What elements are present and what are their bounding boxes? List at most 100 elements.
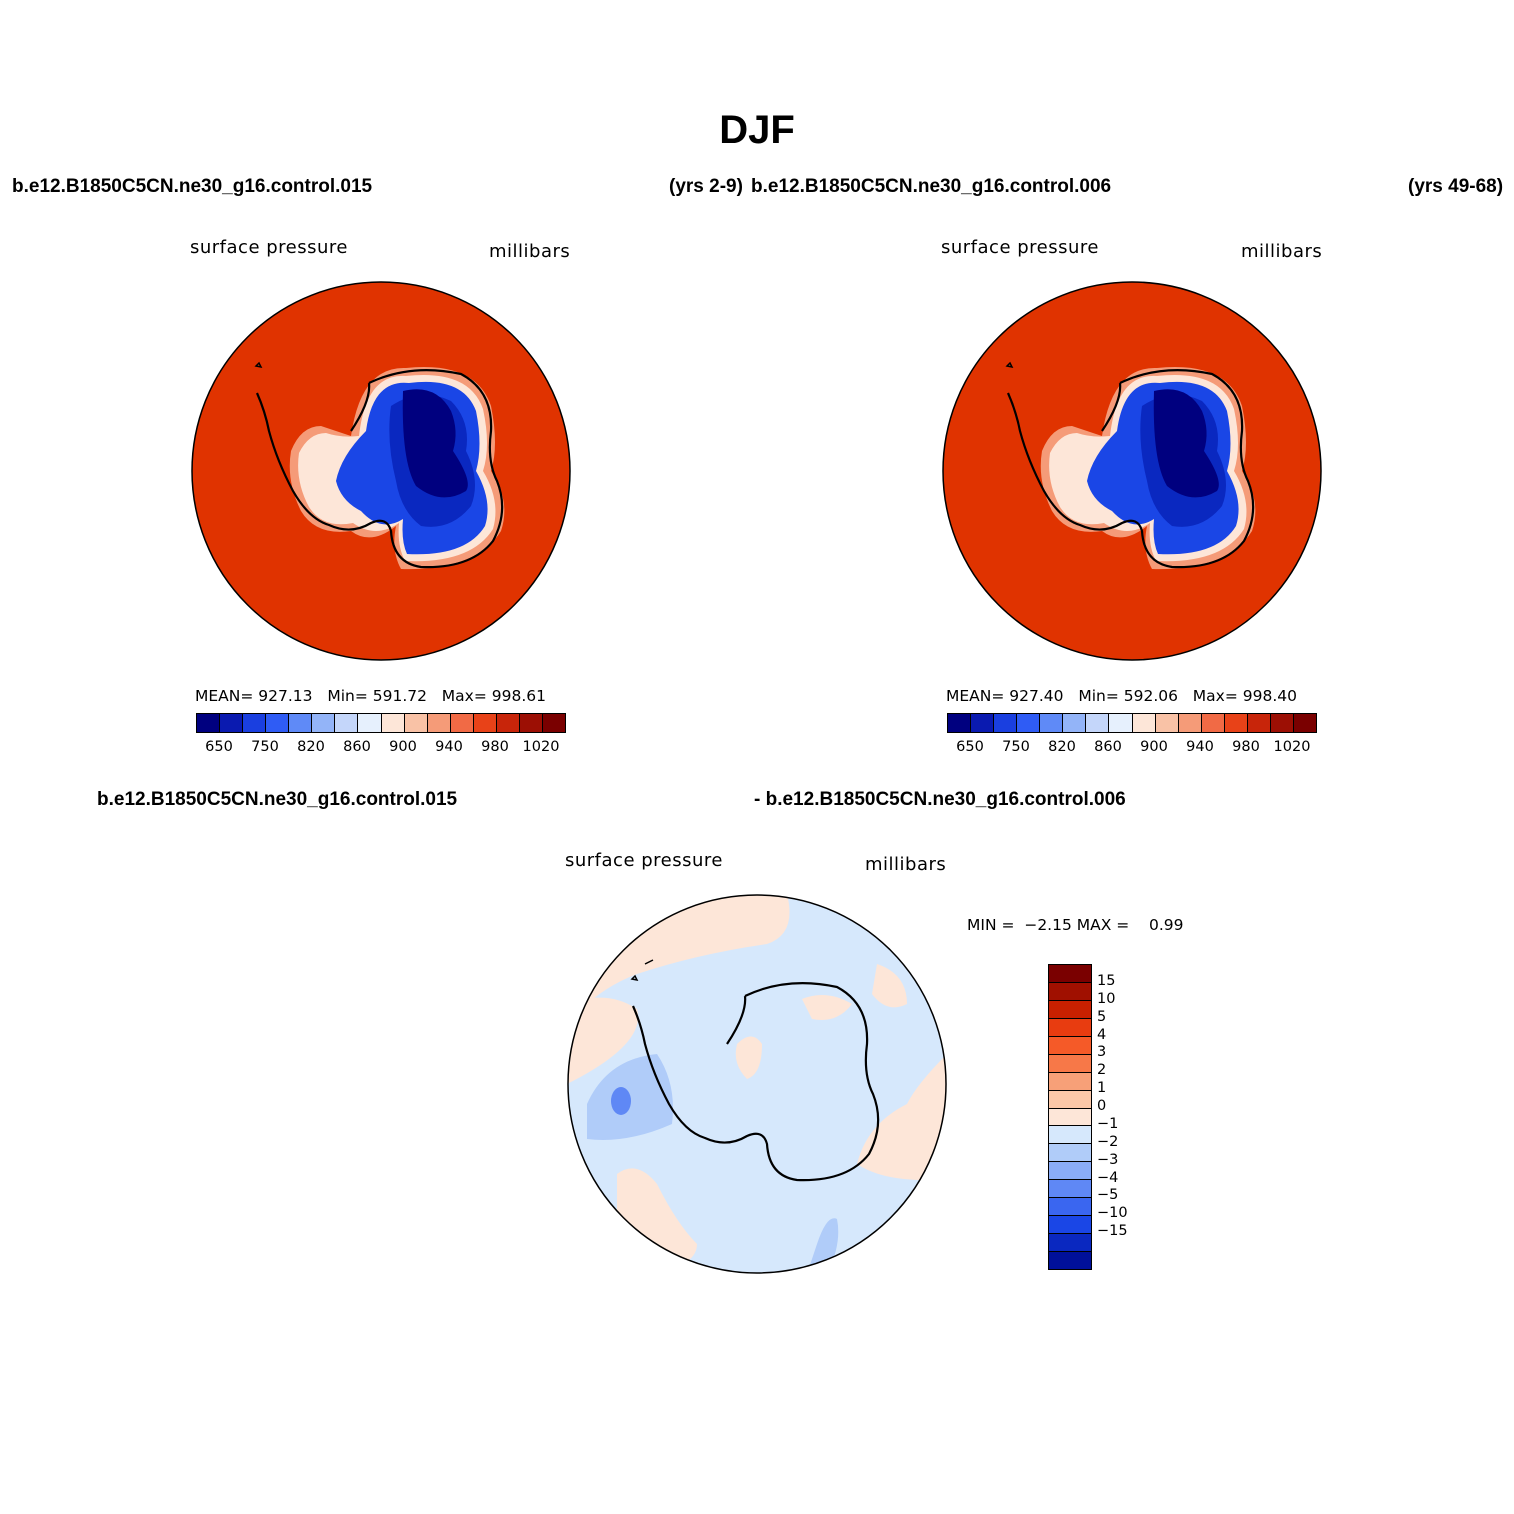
colorbar-swatch — [1049, 1234, 1091, 1252]
colorbar-swatch — [312, 714, 336, 732]
colorbar-tick-label: −15 — [1097, 1223, 1128, 1240]
colorbar-swatch — [358, 714, 382, 732]
diff-minmax: MIN = −2.15 MAX = 0.99 — [967, 916, 1184, 934]
panel2-min-label: Min= — [1078, 687, 1119, 705]
colorbar-tick-label: 750 — [1002, 739, 1030, 755]
colorbar-tick-label: −3 — [1097, 1151, 1119, 1168]
panel1-min-value: 591.72 — [372, 687, 428, 705]
colorbar-swatch — [1132, 714, 1156, 732]
colorbar-swatch — [335, 714, 359, 732]
colorbar-swatch — [197, 714, 221, 732]
colorbar-tick-label: −5 — [1097, 1187, 1119, 1204]
panel1-map — [191, 281, 571, 661]
panel2-variable: surface pressure — [941, 237, 1099, 258]
colorbar-swatch — [1049, 1108, 1091, 1127]
diff-min-label: MIN = — [967, 916, 1015, 934]
colorbar-swatch — [1049, 1144, 1091, 1163]
case1-label: b.e12.B1850C5CN.ne30_g16.control.015 — [12, 176, 373, 197]
case1-years: (yrs 2-9) — [669, 176, 743, 197]
colorbar-tick-label: −2 — [1097, 1133, 1119, 1150]
colorbar-tick-label: 3 — [1097, 1044, 1107, 1061]
colorbar-tick-label: 650 — [956, 739, 984, 755]
colorbar-tick-label: 820 — [297, 739, 325, 755]
colorbar-swatch — [1109, 714, 1133, 732]
colorbar-swatch — [1247, 714, 1271, 732]
colorbar-tick-label: 750 — [251, 739, 279, 755]
panel2-mean-label: MEAN= — [946, 687, 1005, 705]
panel2-max-value: 998.40 — [1242, 687, 1298, 705]
colorbar-swatch — [381, 714, 405, 732]
diff-units: millibars — [865, 854, 947, 875]
colorbar-swatch — [994, 714, 1018, 732]
case2-label: b.e12.B1850C5CN.ne30_g16.control.006 — [751, 176, 1112, 197]
panel1-min-label: Min= — [327, 687, 368, 705]
colorbar-swatch — [971, 714, 995, 732]
colorbar-tick-label: 0 — [1097, 1098, 1107, 1115]
colorbar-swatch — [519, 714, 543, 732]
colorbar-swatch — [1224, 714, 1248, 732]
diff-max-value: 0.99 — [1149, 916, 1184, 934]
colorbar-swatch — [473, 714, 497, 732]
colorbar-tick-label: 15 — [1097, 972, 1116, 989]
diff-colorbar — [1048, 964, 1092, 1270]
colorbar-swatch — [1049, 1162, 1091, 1181]
colorbar-swatch — [1155, 714, 1179, 732]
colorbar-swatch — [1049, 1216, 1091, 1235]
panel2-mean-value: 927.40 — [1009, 687, 1064, 705]
colorbar-tick-label: 980 — [1232, 739, 1260, 755]
colorbar-tick-label: 980 — [481, 739, 509, 755]
diff-variable: surface pressure — [565, 850, 723, 871]
diff-map — [567, 894, 947, 1274]
colorbar-tick-label: 820 — [1048, 739, 1076, 755]
diff-background — [568, 895, 946, 1273]
main-title: DJF — [719, 108, 795, 152]
colorbar-swatch — [1049, 1036, 1091, 1055]
colorbar-tick-label: 4 — [1097, 1026, 1107, 1043]
panel1-mean-label: MEAN= — [195, 687, 254, 705]
panel1-max-label: Max= — [441, 687, 487, 705]
colorbar-swatch — [1270, 714, 1294, 732]
panel2-min-value: 592.06 — [1123, 687, 1179, 705]
colorbar-swatch — [1049, 1054, 1091, 1073]
panel1-units: millibars — [489, 241, 571, 262]
colorbar-tick-label: 940 — [435, 739, 463, 755]
colorbar-swatch — [1063, 714, 1087, 732]
colorbar-swatch — [1049, 1000, 1091, 1019]
colorbar-swatch — [220, 714, 244, 732]
panel2-units: millibars — [1241, 241, 1323, 262]
colorbar-tick-label: −4 — [1097, 1169, 1119, 1186]
colorbar-swatch — [243, 714, 267, 732]
colorbar-swatch — [427, 714, 451, 732]
panel1-stats: MEAN= 927.13 Min= 591.72 Max= 998.61 — [195, 687, 546, 705]
colorbar-swatch — [1049, 1252, 1091, 1269]
colorbar-tick-label: 10 — [1097, 990, 1116, 1007]
colorbar-swatch — [1049, 1126, 1091, 1145]
panel1-colorbar — [196, 713, 566, 733]
colorbar-swatch — [1049, 1198, 1091, 1217]
colorbar-tick-label: 1 — [1097, 1080, 1107, 1097]
colorbar-swatch — [1178, 714, 1202, 732]
colorbar-tick-label: −1 — [1097, 1115, 1119, 1132]
case2-years: (yrs 49-68) — [1408, 176, 1504, 197]
colorbar-tick-label: 1020 — [1273, 739, 1311, 755]
colorbar-swatch — [542, 714, 565, 732]
diff-max-label: MAX = — [1076, 916, 1130, 934]
diff-case2-label: - b.e12.B1850C5CN.ne30_g16.control.006 — [754, 789, 1126, 810]
colorbar-swatch — [266, 714, 290, 732]
colorbar-swatch — [1049, 1018, 1091, 1037]
colorbar-swatch — [496, 714, 520, 732]
colorbar-swatch — [1049, 982, 1091, 1001]
colorbar-swatch — [1017, 714, 1041, 732]
colorbar-tick-label: 860 — [1094, 739, 1122, 755]
colorbar-tick-label: 900 — [389, 739, 417, 755]
colorbar-tick-label: 650 — [205, 739, 233, 755]
colorbar-swatch — [1086, 714, 1110, 732]
colorbar-tick-label: 900 — [1140, 739, 1168, 755]
panel2-max-label: Max= — [1192, 687, 1238, 705]
panel2-colorbar — [947, 713, 1317, 733]
panel1-mean-value: 927.13 — [258, 687, 313, 705]
colorbar-swatch — [289, 714, 313, 732]
panel1-max-value: 998.61 — [491, 687, 547, 705]
colorbar-tick-label: 1020 — [522, 739, 560, 755]
colorbar-swatch — [1040, 714, 1064, 732]
